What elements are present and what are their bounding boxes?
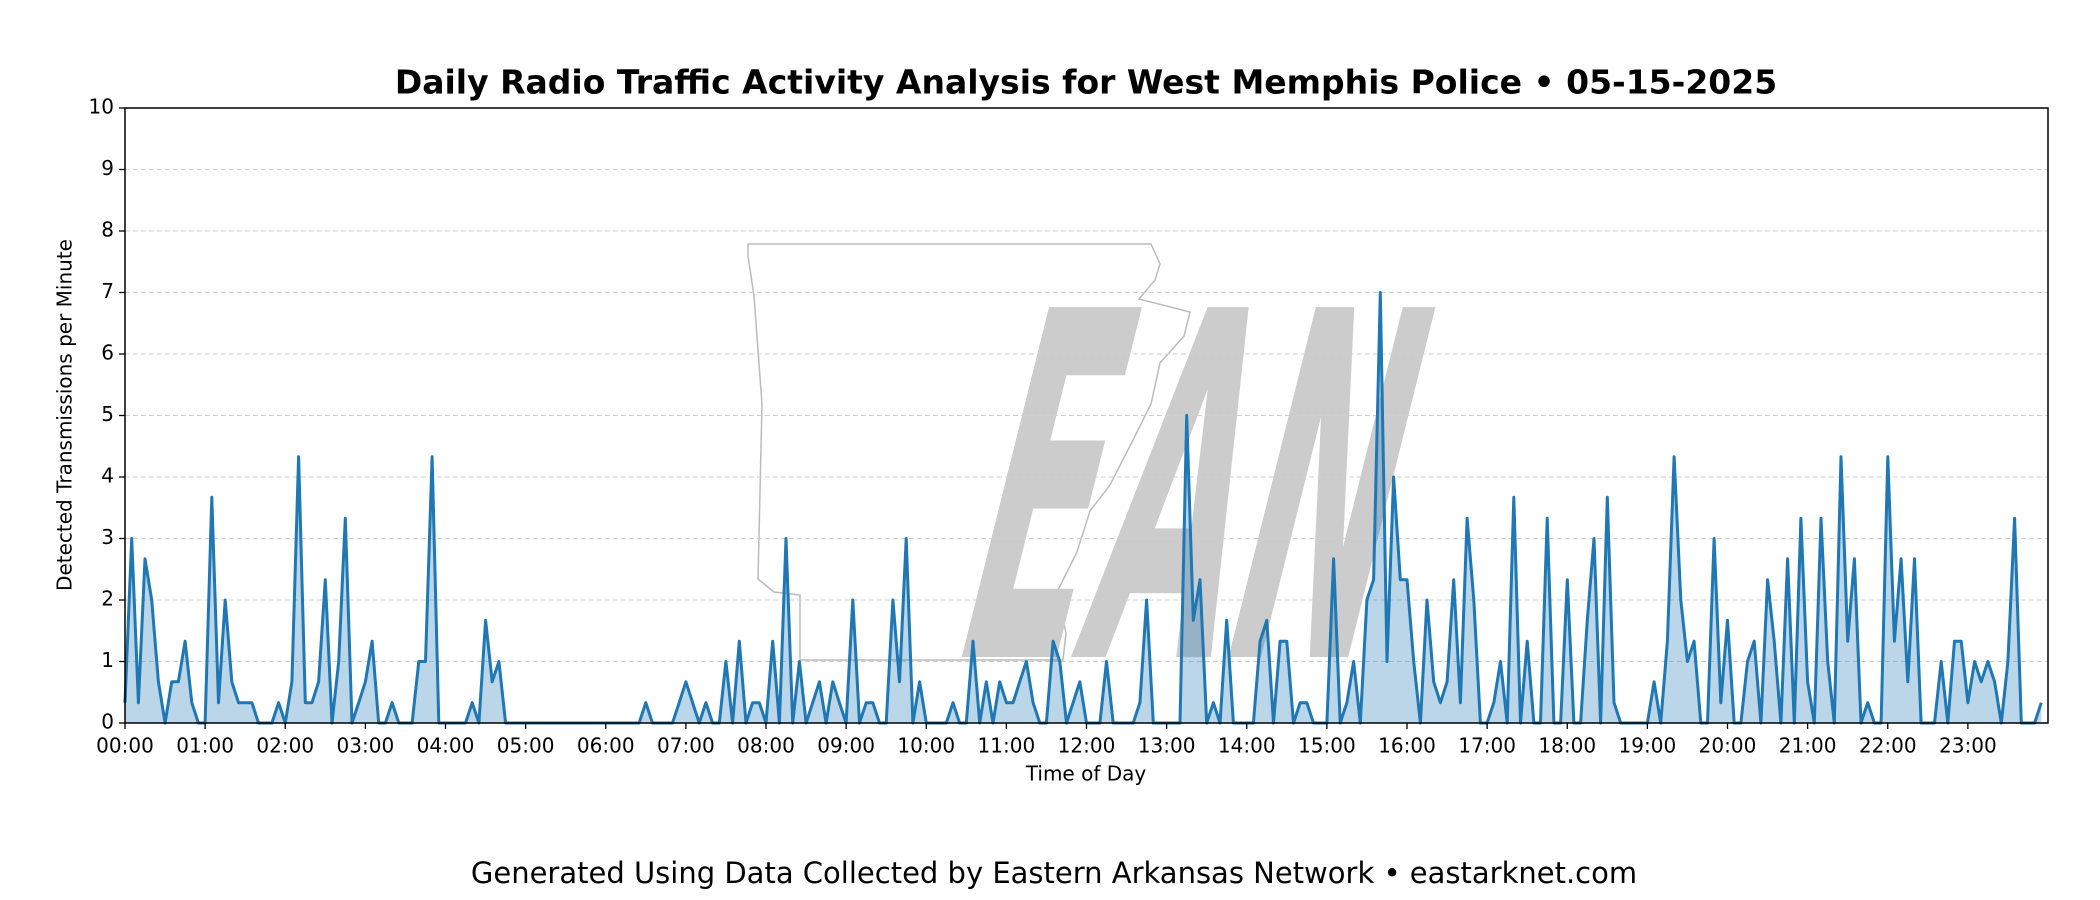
x-axis-label: Time of Day (1025, 762, 1147, 786)
y-tick-label: 9 (101, 156, 114, 180)
y-tick-label: 8 (101, 218, 114, 242)
x-tick-label: 02:00 (256, 734, 314, 758)
y-tick-label: 2 (101, 587, 114, 611)
y-tick-label: 6 (101, 341, 114, 365)
x-tick-label: 09:00 (817, 734, 875, 758)
x-tick-label: 03:00 (337, 734, 395, 758)
x-tick-label: 05:00 (497, 734, 555, 758)
x-tick-label: 08:00 (737, 734, 795, 758)
x-tick-label: 04:00 (417, 734, 475, 758)
area-fill (125, 292, 2042, 723)
footer: Generated Using Data Collected by Easter… (471, 856, 1637, 890)
x-tick-label: 19:00 (1619, 734, 1677, 758)
y-tick-label: 4 (101, 464, 114, 488)
x-tick-label: 12:00 (1058, 734, 1116, 758)
x-tick-label: 21:00 (1779, 734, 1837, 758)
x-tick-label: 22:00 (1859, 734, 1917, 758)
x-tick-label: 18:00 (1538, 734, 1596, 758)
x-tick-label: 00:00 (96, 734, 154, 758)
y-tick-label: 7 (101, 279, 114, 303)
x-tick-label: 17:00 (1458, 734, 1516, 758)
x-tick-label: 23:00 (1939, 734, 1997, 758)
x-tick-label: 14:00 (1218, 734, 1276, 758)
state-outline (747, 243, 1191, 661)
x-tick-label: 07:00 (657, 734, 715, 758)
y-tick-label: 10 (89, 95, 114, 119)
x-tick-label: 11:00 (978, 734, 1036, 758)
x-tick-label: 13:00 (1138, 734, 1196, 758)
chart-title: Daily Radio Traffic Activity Analysis fo… (395, 63, 1777, 102)
y-tick-label: 1 (101, 648, 114, 672)
x-tick-label: 16:00 (1378, 734, 1436, 758)
x-tick-label: 06:00 (577, 734, 635, 758)
y-tick-label: 3 (101, 525, 114, 549)
y-axis-label: Detected Transmissions per Minute (53, 239, 77, 591)
x-tick-label: 15:00 (1298, 734, 1356, 758)
x-tick-label: 20:00 (1699, 734, 1757, 758)
y-tick-label: 5 (101, 402, 114, 426)
y-tick-label: 0 (101, 710, 114, 734)
x-tick-label: 01:00 (176, 734, 234, 758)
x-tick-label: 10:00 (897, 734, 955, 758)
